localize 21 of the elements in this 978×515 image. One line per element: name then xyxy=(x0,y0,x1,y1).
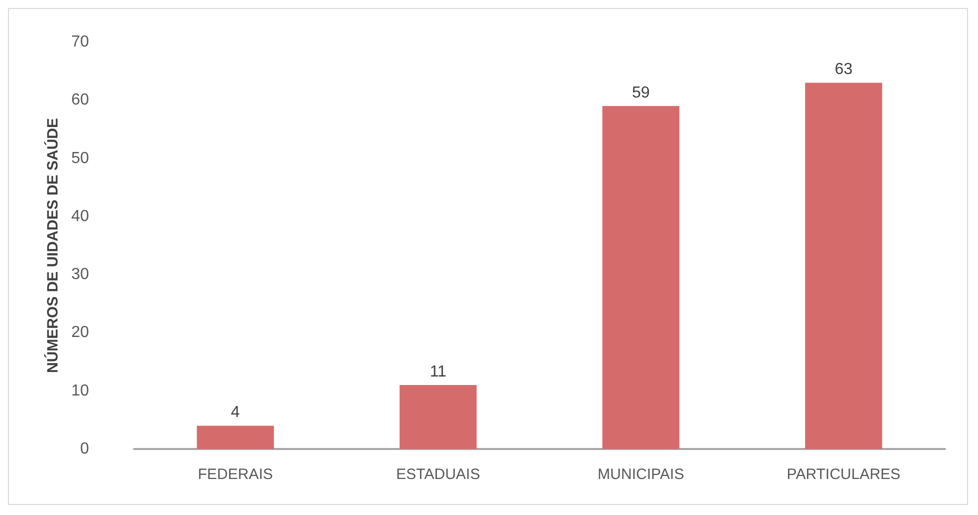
data-label: 63 xyxy=(834,61,853,78)
y-axis-title: NÚMEROS DE UIDADES DE SAÚDE xyxy=(43,118,62,374)
y-tick-label: 60 xyxy=(71,92,90,109)
x-tick-label: MUNICIPAIS xyxy=(598,466,684,483)
x-tick-label: PARTICULARES xyxy=(786,466,900,483)
data-label: 11 xyxy=(430,364,447,381)
y-tick-label: 30 xyxy=(71,266,90,284)
x-tick-label: FEDERAIS xyxy=(198,466,273,483)
y-tick-label: 20 xyxy=(71,324,90,342)
y-tick-label: 0 xyxy=(80,440,90,458)
bar xyxy=(602,106,680,449)
bar xyxy=(805,82,882,449)
y-tick-label: 50 xyxy=(71,150,90,167)
data-label: 4 xyxy=(230,404,240,422)
y-tick-label: 40 xyxy=(71,208,90,225)
y-tick-label: 10 xyxy=(71,382,90,400)
y-tick-label: 70 xyxy=(71,34,90,50)
bar xyxy=(196,426,274,449)
data-label: 59 xyxy=(632,84,650,102)
x-tick-label: ESTADUAIS xyxy=(396,466,480,483)
bar xyxy=(400,385,477,449)
